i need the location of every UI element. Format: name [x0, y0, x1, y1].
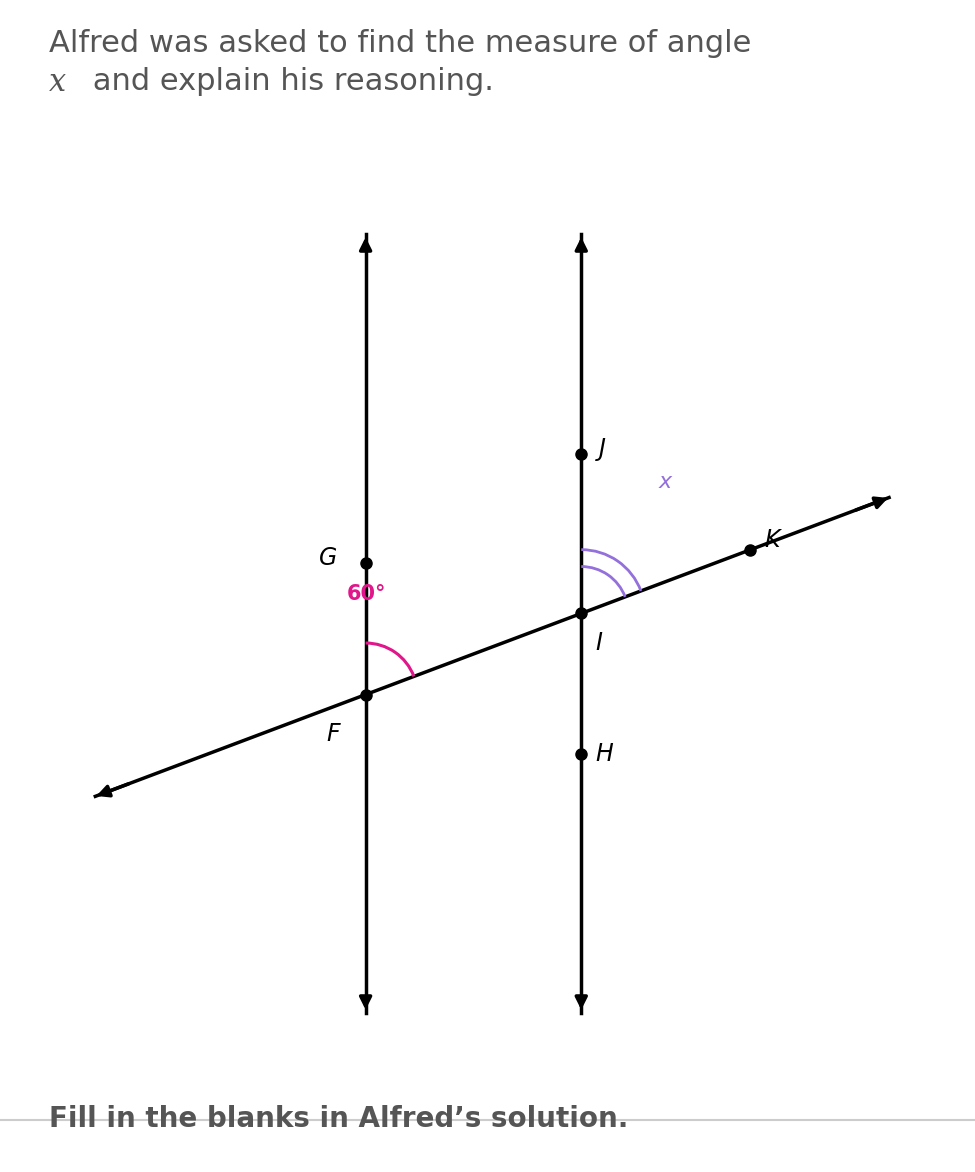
Text: x: x	[49, 67, 66, 97]
Text: $x$: $x$	[657, 472, 674, 492]
Text: $I$: $I$	[596, 632, 604, 655]
Text: $H$: $H$	[596, 743, 614, 765]
Text: and explain his reasoning.: and explain his reasoning.	[83, 67, 493, 96]
Text: $J$: $J$	[596, 436, 607, 463]
Text: Fill in the blanks in Alfred’s solution.: Fill in the blanks in Alfred’s solution.	[49, 1105, 628, 1133]
Text: $K$: $K$	[764, 529, 783, 552]
Text: $G$: $G$	[319, 547, 337, 570]
Text: Alfred was asked to find the measure of angle: Alfred was asked to find the measure of …	[49, 29, 751, 59]
Text: 60°: 60°	[347, 584, 386, 604]
Text: $F$: $F$	[327, 723, 342, 745]
